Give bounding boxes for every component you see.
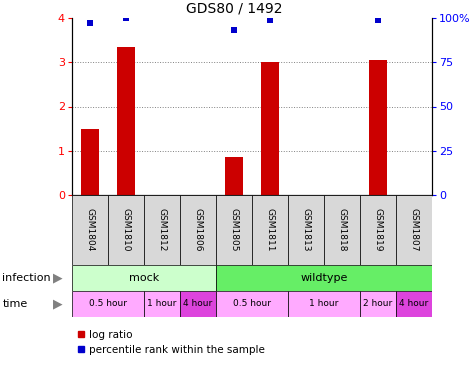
Text: GSM1805: GSM1805 <box>229 208 238 252</box>
Bar <box>360 291 396 317</box>
Text: GSM1818: GSM1818 <box>338 208 346 252</box>
Bar <box>324 195 360 265</box>
Bar <box>225 157 243 195</box>
Bar <box>360 195 396 265</box>
Bar <box>216 195 252 265</box>
Text: GDS80 / 1492: GDS80 / 1492 <box>186 2 282 16</box>
Text: wildtype: wildtype <box>300 273 348 283</box>
Bar <box>72 195 108 265</box>
Text: ▶: ▶ <box>53 272 63 284</box>
Bar <box>261 62 279 195</box>
Bar <box>144 195 180 265</box>
Text: mock: mock <box>129 273 159 283</box>
Bar <box>180 291 216 317</box>
Text: 1 hour: 1 hour <box>309 299 339 309</box>
Bar <box>216 291 288 317</box>
Text: GSM1806: GSM1806 <box>193 208 202 252</box>
Text: 1 hour: 1 hour <box>147 299 177 309</box>
Bar <box>117 47 135 195</box>
Bar <box>180 195 216 265</box>
Bar <box>252 195 288 265</box>
Bar <box>369 60 387 195</box>
Bar <box>396 291 432 317</box>
Bar <box>108 195 144 265</box>
Text: ▶: ▶ <box>53 298 63 310</box>
Bar <box>72 265 216 291</box>
Text: GSM1807: GSM1807 <box>409 208 418 252</box>
Bar <box>81 128 99 195</box>
Text: GSM1819: GSM1819 <box>373 208 382 252</box>
Bar <box>144 291 180 317</box>
Bar <box>288 291 360 317</box>
Text: 2 hour: 2 hour <box>363 299 393 309</box>
Text: GSM1804: GSM1804 <box>86 208 95 252</box>
Text: 0.5 hour: 0.5 hour <box>89 299 127 309</box>
Text: 4 hour: 4 hour <box>399 299 428 309</box>
Text: GSM1813: GSM1813 <box>302 208 311 252</box>
Bar <box>72 291 144 317</box>
Legend: log ratio, percentile rank within the sample: log ratio, percentile rank within the sa… <box>73 325 269 359</box>
Text: time: time <box>2 299 28 309</box>
Text: 4 hour: 4 hour <box>183 299 213 309</box>
Text: infection: infection <box>2 273 51 283</box>
Text: GSM1811: GSM1811 <box>266 208 275 252</box>
Text: 0.5 hour: 0.5 hour <box>233 299 271 309</box>
Bar <box>216 265 432 291</box>
Text: GSM1812: GSM1812 <box>158 208 167 252</box>
Text: GSM1810: GSM1810 <box>122 208 131 252</box>
Bar <box>288 195 324 265</box>
Bar <box>396 195 432 265</box>
